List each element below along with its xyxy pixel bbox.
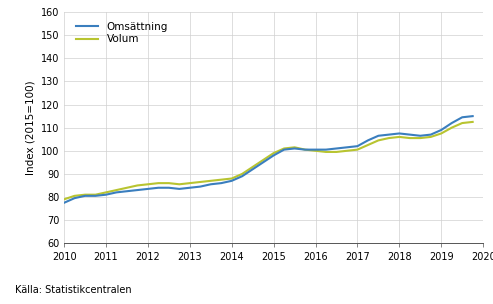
Volum bbox=[113, 188, 119, 192]
Omsättning bbox=[155, 186, 161, 190]
Volum bbox=[302, 148, 308, 151]
Volum bbox=[271, 151, 277, 155]
Volum bbox=[470, 120, 476, 124]
Omsättning bbox=[354, 144, 360, 148]
Volum bbox=[250, 165, 256, 169]
Volum bbox=[396, 135, 402, 139]
Omsättning bbox=[218, 181, 224, 185]
Omsättning bbox=[323, 148, 329, 151]
Omsättning bbox=[418, 134, 423, 138]
Volum bbox=[354, 148, 360, 151]
Volum bbox=[135, 184, 141, 187]
Omsättning bbox=[344, 146, 350, 149]
Volum bbox=[449, 126, 455, 130]
Volum bbox=[218, 178, 224, 181]
Omsättning bbox=[376, 134, 382, 138]
Volum bbox=[281, 147, 287, 150]
Omsättning bbox=[407, 133, 413, 136]
Omsättning bbox=[365, 139, 371, 142]
Text: Källa: Statistikcentralen: Källa: Statistikcentralen bbox=[15, 285, 132, 295]
Omsättning bbox=[71, 196, 77, 200]
Volum bbox=[428, 135, 434, 139]
Omsättning bbox=[176, 187, 182, 191]
Volum bbox=[71, 194, 77, 198]
Volum bbox=[344, 149, 350, 153]
Omsättning bbox=[197, 185, 203, 188]
Volum bbox=[208, 179, 214, 183]
Omsättning bbox=[281, 148, 287, 151]
Volum bbox=[260, 158, 266, 162]
Volum bbox=[145, 182, 151, 186]
Omsättning bbox=[470, 114, 476, 118]
Volum bbox=[124, 186, 130, 190]
Omsättning bbox=[302, 148, 308, 151]
Omsättning bbox=[428, 133, 434, 136]
Volum bbox=[239, 172, 245, 176]
Omsättning bbox=[61, 201, 67, 205]
Volum bbox=[82, 193, 88, 196]
Omsättning bbox=[113, 191, 119, 194]
Volum bbox=[292, 146, 298, 149]
Omsättning bbox=[396, 132, 402, 135]
Omsättning bbox=[260, 161, 266, 164]
Legend: Omsättning, Volum: Omsättning, Volum bbox=[73, 20, 170, 47]
Omsättning bbox=[145, 187, 151, 191]
Volum bbox=[438, 132, 444, 135]
Volum bbox=[166, 181, 172, 185]
Y-axis label: Index (2015=100): Index (2015=100) bbox=[25, 80, 35, 175]
Line: Omsättning: Omsättning bbox=[64, 116, 473, 203]
Omsättning bbox=[229, 179, 235, 183]
Volum bbox=[103, 191, 109, 194]
Volum bbox=[229, 177, 235, 180]
Line: Volum: Volum bbox=[64, 122, 473, 199]
Volum bbox=[418, 136, 423, 140]
Volum bbox=[376, 139, 382, 142]
Volum bbox=[386, 136, 392, 140]
Omsättning bbox=[82, 194, 88, 198]
Omsättning bbox=[93, 194, 99, 198]
Omsättning bbox=[459, 116, 465, 119]
Volum bbox=[187, 181, 193, 185]
Volum bbox=[176, 182, 182, 186]
Volum bbox=[323, 150, 329, 154]
Volum bbox=[197, 180, 203, 184]
Omsättning bbox=[239, 174, 245, 178]
Volum bbox=[93, 193, 99, 196]
Volum bbox=[365, 143, 371, 147]
Omsättning bbox=[313, 148, 318, 151]
Volum bbox=[155, 181, 161, 185]
Omsättning bbox=[208, 182, 214, 186]
Volum bbox=[334, 150, 340, 154]
Volum bbox=[313, 149, 318, 153]
Omsättning bbox=[334, 147, 340, 150]
Omsättning bbox=[438, 128, 444, 132]
Omsättning bbox=[166, 186, 172, 190]
Omsättning bbox=[271, 154, 277, 157]
Volum bbox=[407, 136, 413, 140]
Omsättning bbox=[386, 133, 392, 136]
Volum bbox=[459, 121, 465, 125]
Omsättning bbox=[103, 193, 109, 196]
Omsättning bbox=[292, 147, 298, 150]
Omsättning bbox=[135, 188, 141, 192]
Omsättning bbox=[187, 186, 193, 190]
Omsättning bbox=[124, 189, 130, 193]
Omsättning bbox=[449, 121, 455, 125]
Omsättning bbox=[250, 168, 256, 171]
Volum bbox=[61, 198, 67, 201]
